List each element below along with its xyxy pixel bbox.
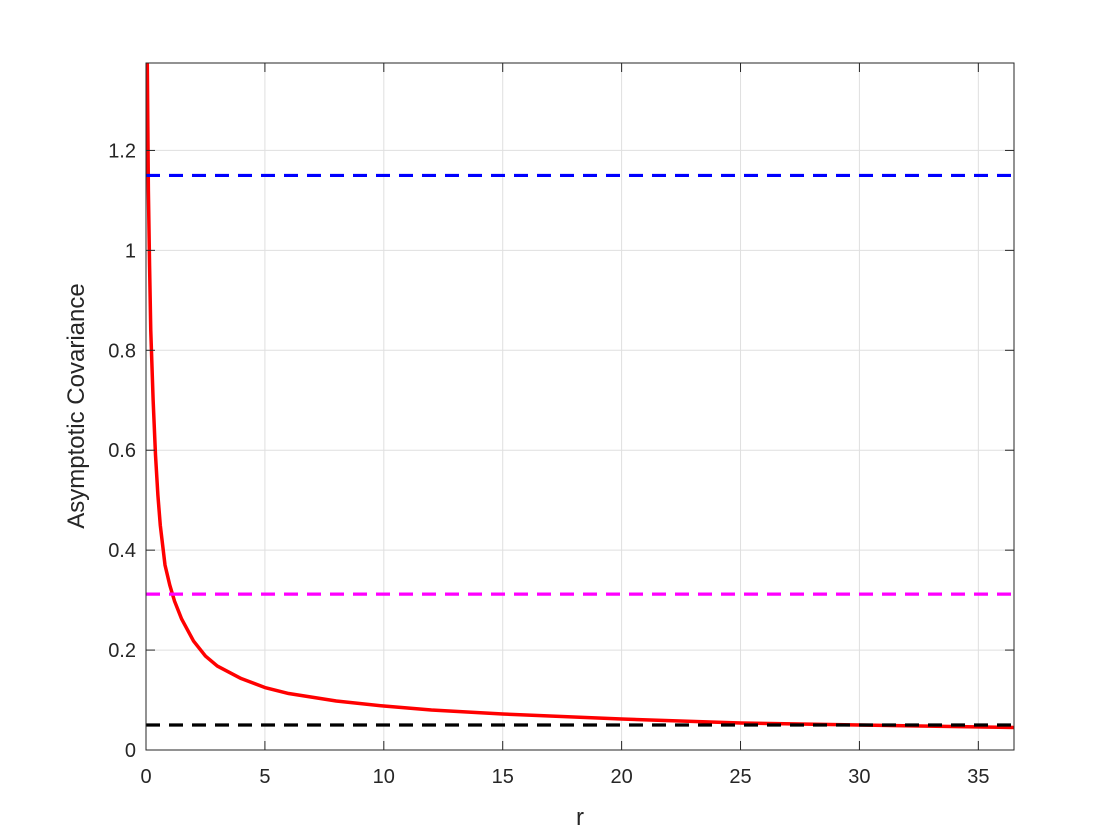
y-tick-label: 0.8	[108, 340, 136, 362]
x-tick-label: 20	[610, 766, 632, 788]
x-tick-label: 5	[259, 766, 270, 788]
y-tick-label: 0.6	[108, 440, 136, 462]
x-tick-label: 30	[848, 766, 870, 788]
series-group	[146, 63, 1014, 730]
tick-labels: 0 5 10 15 20 25 30 35 0 0.2 0.4 0.6 0.8 1 1.2	[108, 140, 989, 788]
series-line-0	[146, 63, 1014, 730]
x-tick-label: 25	[729, 766, 751, 788]
x-axis-label: r	[576, 804, 584, 831]
x-tick-label: 35	[967, 766, 989, 788]
y-tick-label: 0	[125, 740, 136, 762]
y-tick-label: 0.4	[108, 540, 136, 562]
plot-frame	[145, 62, 1015, 751]
y-axis-label: Asymptotic Covariance	[63, 283, 90, 528]
x-tick-label: 15	[492, 766, 514, 788]
grid	[146, 63, 1014, 750]
y-tick-label: 1	[125, 240, 136, 262]
y-tick-label: 1.2	[108, 140, 136, 162]
plot-background	[146, 63, 1014, 750]
y-tick-label: 0.2	[108, 640, 136, 662]
x-tick-label: 0	[140, 766, 151, 788]
tick-marks	[145, 63, 1014, 751]
x-tick-label: 10	[373, 766, 395, 788]
